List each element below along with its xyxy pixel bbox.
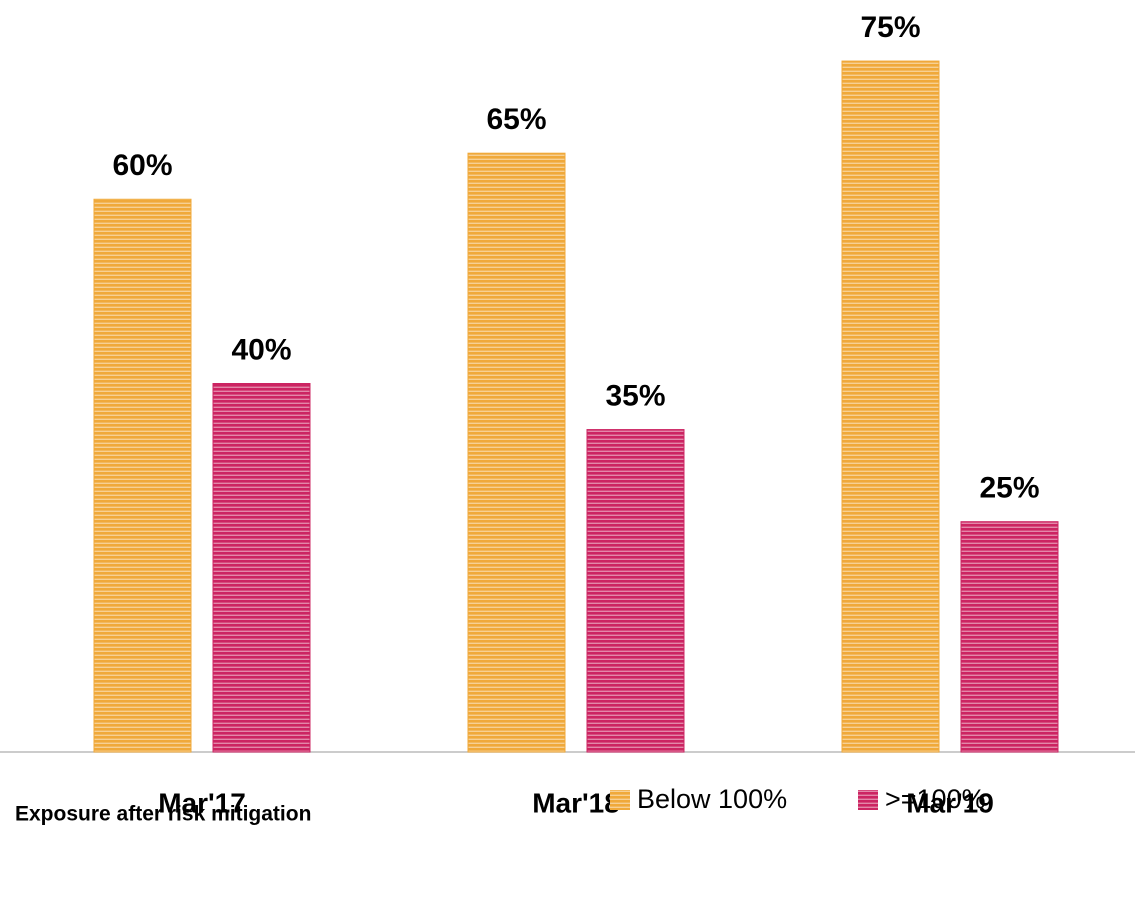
legend-label: >=100%	[885, 784, 986, 814]
legend-swatch	[858, 790, 878, 810]
value-label: 40%	[231, 333, 291, 366]
bar	[467, 152, 566, 753]
bar	[93, 198, 192, 753]
value-label: 60%	[112, 149, 172, 182]
legend-label: Below 100%	[637, 784, 787, 814]
bar	[212, 383, 311, 753]
value-label: 65%	[486, 103, 546, 136]
annotation: Exposure after risk mitigation	[15, 803, 311, 826]
x-tick-label: Mar'18	[532, 787, 620, 818]
value-label: 75%	[860, 11, 920, 44]
bar	[586, 429, 685, 753]
bar	[841, 60, 940, 753]
x-tick-label: Mar'19	[906, 787, 994, 818]
value-label: 25%	[979, 472, 1039, 505]
x-tick-label: Mar'17	[158, 787, 246, 818]
legend-swatch	[610, 790, 630, 810]
value-label: 35%	[605, 379, 665, 412]
bar	[960, 521, 1059, 753]
